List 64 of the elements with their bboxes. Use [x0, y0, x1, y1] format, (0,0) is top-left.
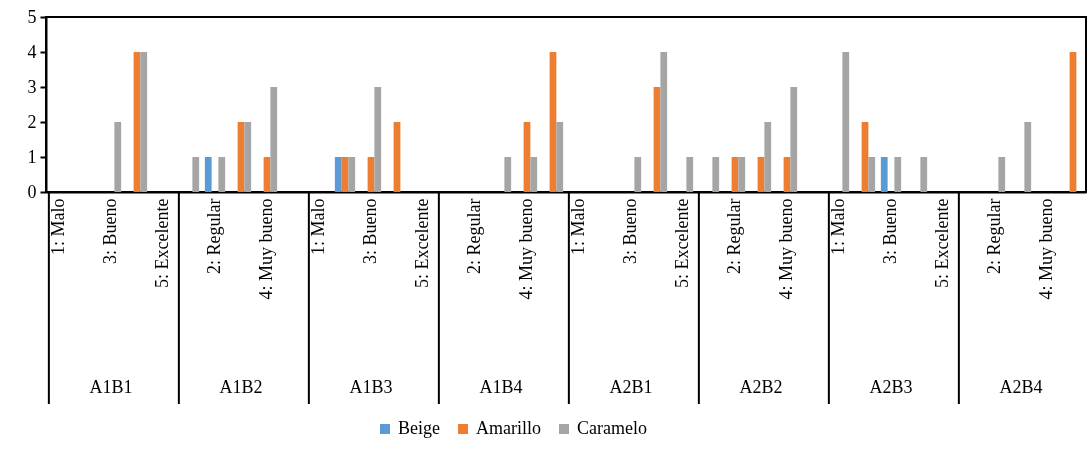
x-tick-label: 3: Bueno: [880, 198, 900, 264]
legend-label: Beige: [398, 418, 440, 438]
x-tick-label: 1: Malo: [48, 198, 68, 255]
bar: [660, 52, 668, 192]
text: A1B1: [89, 377, 133, 397]
y-tick-label: 0: [27, 181, 37, 202]
x-tick-label: 5: Excelente: [932, 198, 952, 288]
text: A2B2: [739, 377, 783, 397]
bar: [244, 122, 252, 192]
bar: [868, 157, 876, 192]
bar: [114, 122, 122, 192]
bar: [894, 157, 902, 192]
bar: [334, 157, 342, 192]
bar: [842, 52, 850, 192]
bar: [530, 157, 538, 192]
bar: [140, 52, 148, 192]
bar: [374, 87, 382, 192]
x-tick-label: 3: Bueno: [360, 198, 380, 264]
bar: [218, 157, 226, 192]
x-tick-label: 5: Excelente: [672, 198, 692, 288]
legend-label: Caramelo: [577, 418, 647, 438]
x-tick-label: 4: Muy bueno: [1036, 198, 1056, 300]
bar: [790, 87, 798, 192]
legend-label: Amarillo: [476, 418, 541, 438]
x-tick-label: 4: Muy bueno: [776, 198, 796, 300]
text: A1B4: [479, 377, 523, 397]
x-tick-label: 2: Regular: [724, 198, 744, 274]
y-tick-label: 4: [27, 41, 37, 62]
bar: [712, 157, 720, 192]
bar: [192, 157, 200, 192]
bar: [270, 87, 278, 192]
text: A1B2: [219, 377, 263, 397]
x-tick-label: 1: Malo: [828, 198, 848, 255]
text: A1B3: [349, 377, 393, 397]
bar: [556, 122, 564, 192]
bar: [504, 157, 512, 192]
x-tick-label: 1: Malo: [308, 198, 328, 255]
bar: [348, 157, 356, 192]
x-tick-label: 4: Muy bueno: [256, 198, 276, 300]
x-tick-label: 4: Muy bueno: [516, 198, 536, 300]
bar: [738, 157, 746, 192]
x-tick-label: 2: Regular: [464, 198, 484, 274]
x-tick-label: 1: Malo: [568, 198, 588, 255]
bar: [634, 157, 642, 192]
y-tick-label: 2: [27, 111, 37, 132]
x-tick-label: 2: Regular: [984, 198, 1004, 274]
bar: [920, 157, 928, 192]
bar: [764, 122, 772, 192]
y-tick-label: 5: [27, 6, 37, 27]
x-tick-label: 2: Regular: [204, 198, 224, 274]
x-tick-label: 3: Bueno: [620, 198, 640, 264]
bar: [880, 157, 888, 192]
bar: [686, 157, 694, 192]
text: A2B4: [999, 377, 1043, 397]
x-tick-label: 3: Bueno: [100, 198, 120, 264]
y-tick-label: 1: [27, 146, 37, 167]
x-tick-label: 5: Excelente: [152, 198, 172, 288]
text: A2B1: [609, 377, 653, 397]
text: A2B3: [869, 377, 913, 397]
bar: [204, 157, 212, 192]
bar: [1024, 122, 1032, 192]
y-tick-label: 3: [27, 76, 37, 97]
x-tick-label: 5: Excelente: [412, 198, 432, 288]
bar: [998, 157, 1006, 192]
